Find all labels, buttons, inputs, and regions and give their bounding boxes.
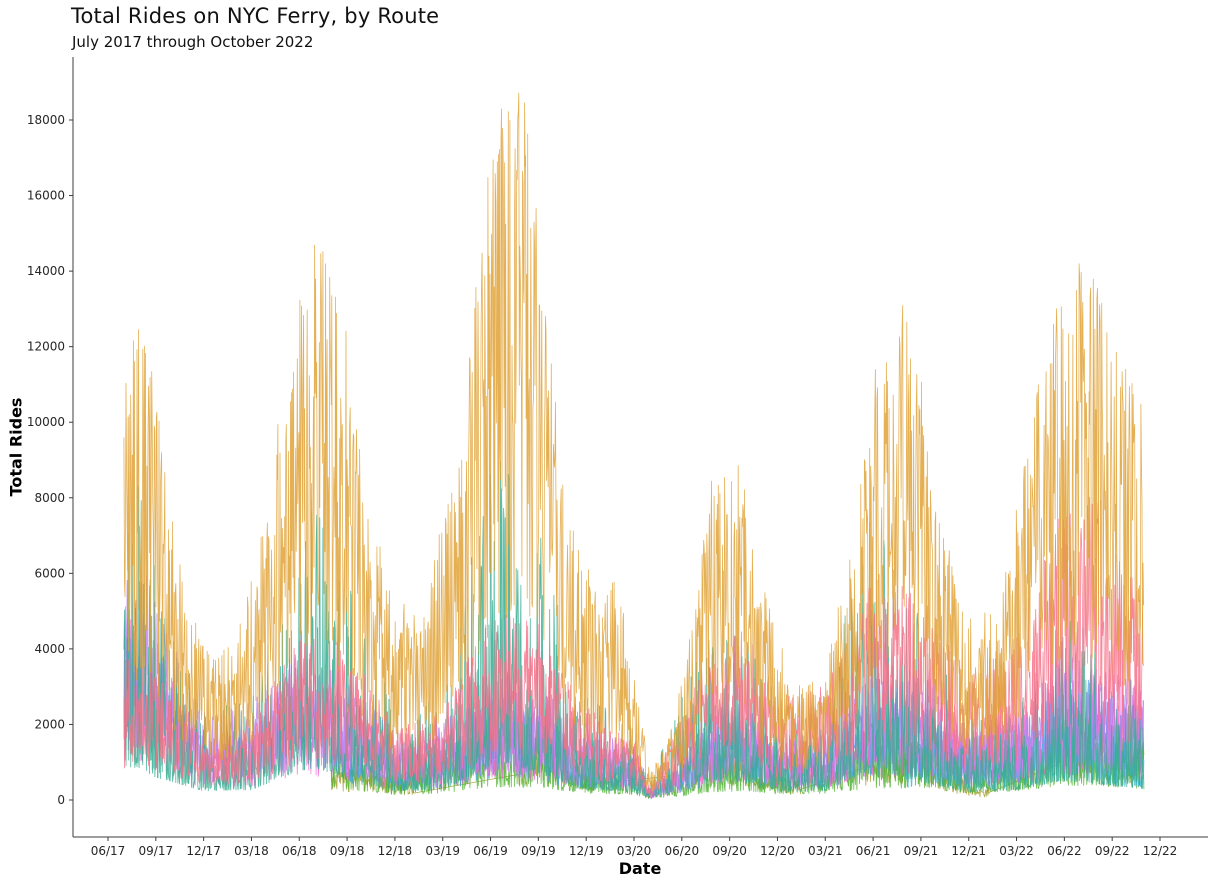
x-tick-label: 03/22 xyxy=(999,844,1034,858)
x-tick-label: 09/17 xyxy=(139,844,174,858)
x-tick-label: 12/22 xyxy=(1143,844,1178,858)
x-axis-title: Date xyxy=(618,859,662,878)
y-tick-label: 4000 xyxy=(34,642,65,656)
y-tick-label: 8000 xyxy=(34,491,65,505)
x-tick-label: 09/20 xyxy=(712,844,747,858)
chart-subtitle: July 2017 through October 2022 xyxy=(72,33,314,51)
x-tick-label: 03/20 xyxy=(617,844,652,858)
x-tick-label: 09/21 xyxy=(904,844,939,858)
x-tick-label: 03/21 xyxy=(808,844,843,858)
x-tick-label: 09/19 xyxy=(521,844,556,858)
x-tick-label: 06/22 xyxy=(1047,844,1082,858)
x-tick-label: 03/18 xyxy=(234,844,269,858)
x-tick-label: 12/18 xyxy=(378,844,413,858)
y-tick-label: 16000 xyxy=(27,189,65,203)
x-tick-label: 12/19 xyxy=(569,844,604,858)
x-tick-label: 06/20 xyxy=(665,844,700,858)
x-tick-label: 12/21 xyxy=(951,844,986,858)
series-line-route-gold xyxy=(123,92,1144,792)
y-tick-label: 10000 xyxy=(27,415,65,429)
series-line-route-teal xyxy=(123,461,1144,799)
x-tick-label: 06/19 xyxy=(473,844,508,858)
y-tick-label: 6000 xyxy=(34,566,65,580)
x-tick-label: 06/18 xyxy=(282,844,317,858)
x-tick-label: 03/19 xyxy=(425,844,460,858)
y-tick-label: 18000 xyxy=(27,113,65,127)
y-tick-label: 12000 xyxy=(27,340,65,354)
y-tick-label: 14000 xyxy=(27,264,65,278)
chart-title: Total Rides on NYC Ferry, by Route xyxy=(71,4,440,28)
x-tick-label: 09/22 xyxy=(1095,844,1130,858)
x-tick-label: 09/18 xyxy=(330,844,365,858)
x-tick-label: 06/17 xyxy=(91,844,126,858)
series-line-route-coral xyxy=(123,496,1144,796)
x-tick-label: 12/20 xyxy=(760,844,795,858)
y-tick-label: 2000 xyxy=(34,717,65,731)
x-tick-label: 06/21 xyxy=(856,844,891,858)
y-tick-label: 0 xyxy=(57,793,65,807)
x-tick-label: 12/17 xyxy=(186,844,221,858)
